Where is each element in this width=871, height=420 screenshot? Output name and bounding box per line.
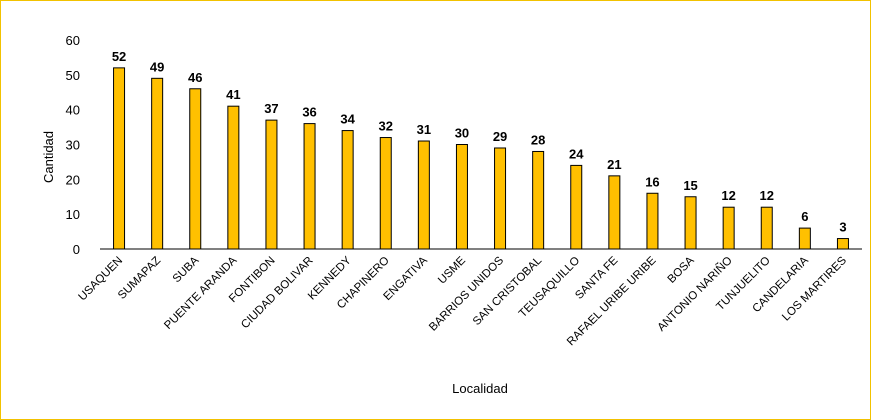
- data-label: 31: [417, 122, 431, 137]
- data-label: 49: [150, 59, 164, 74]
- bar: [379, 137, 392, 250]
- x-tick-label: BOSA: [666, 254, 697, 285]
- bar: [798, 227, 811, 250]
- data-label: 3: [839, 220, 846, 235]
- data-label: 24: [569, 146, 584, 161]
- bar: [722, 206, 735, 250]
- x-tick-label: SAN CRISTOBAL: [471, 254, 545, 328]
- bar: [227, 105, 240, 250]
- bar: [570, 164, 583, 250]
- bar: [494, 147, 507, 250]
- data-label: 15: [683, 178, 697, 193]
- y-axis: 0 10 20 30 40 50 60: [66, 33, 80, 257]
- data-label: 46: [188, 70, 202, 85]
- data-label: 16: [645, 174, 659, 189]
- data-label: 36: [302, 105, 316, 120]
- bar: [151, 77, 164, 250]
- y-tick-label: 10: [66, 207, 80, 222]
- data-label: 41: [226, 87, 240, 102]
- data-label: 21: [607, 157, 621, 172]
- bar: [684, 196, 697, 250]
- x-tick-label: ANTONIO NARIÑO: [655, 254, 735, 334]
- x-tick-label: PUENTE ARANDA: [162, 254, 239, 331]
- data-label: 32: [379, 119, 393, 134]
- data-label: 29: [493, 129, 507, 144]
- y-tick-label: 30: [66, 138, 80, 153]
- bar: [760, 206, 773, 250]
- x-tick-label: BARRIOS UNIDOS: [427, 254, 506, 333]
- data-label: 30: [455, 126, 469, 141]
- bar: [113, 67, 126, 250]
- bar: [303, 123, 316, 250]
- bar: [341, 130, 354, 250]
- bars: [113, 67, 849, 250]
- bar: [532, 150, 545, 250]
- bar: [836, 238, 849, 250]
- y-axis-title: Cantidad: [41, 131, 56, 183]
- data-label: 52: [112, 49, 126, 64]
- bar: [265, 119, 278, 250]
- bar: [608, 175, 621, 250]
- data-label: 28: [531, 132, 545, 147]
- x-tick-label: CIUDAD BOLIVAR: [239, 255, 316, 332]
- bar: [455, 144, 468, 250]
- data-label: 12: [760, 188, 774, 203]
- x-axis-title: Localidad: [452, 381, 508, 396]
- y-tick-label: 50: [66, 68, 80, 83]
- y-tick-label: 40: [66, 103, 80, 118]
- x-tick-label: LOS MARTIRES: [780, 254, 849, 323]
- bar: [189, 88, 202, 250]
- data-labels: 52 49 46 41 37 36 34 32 31 30 29 28 24 21 16 15 12 12 6 3: [112, 49, 847, 235]
- x-tick-label: SUBA: [171, 254, 202, 285]
- bar: [646, 192, 659, 250]
- y-tick-label: 60: [66, 33, 80, 48]
- data-label: 37: [264, 101, 278, 116]
- data-label: 34: [340, 112, 355, 127]
- x-tick-label: USME: [436, 254, 468, 286]
- bar: [417, 140, 430, 250]
- data-label: 12: [721, 188, 735, 203]
- data-label: 6: [801, 209, 808, 224]
- y-tick-label: 20: [66, 172, 80, 187]
- y-tick-label: 0: [73, 242, 80, 257]
